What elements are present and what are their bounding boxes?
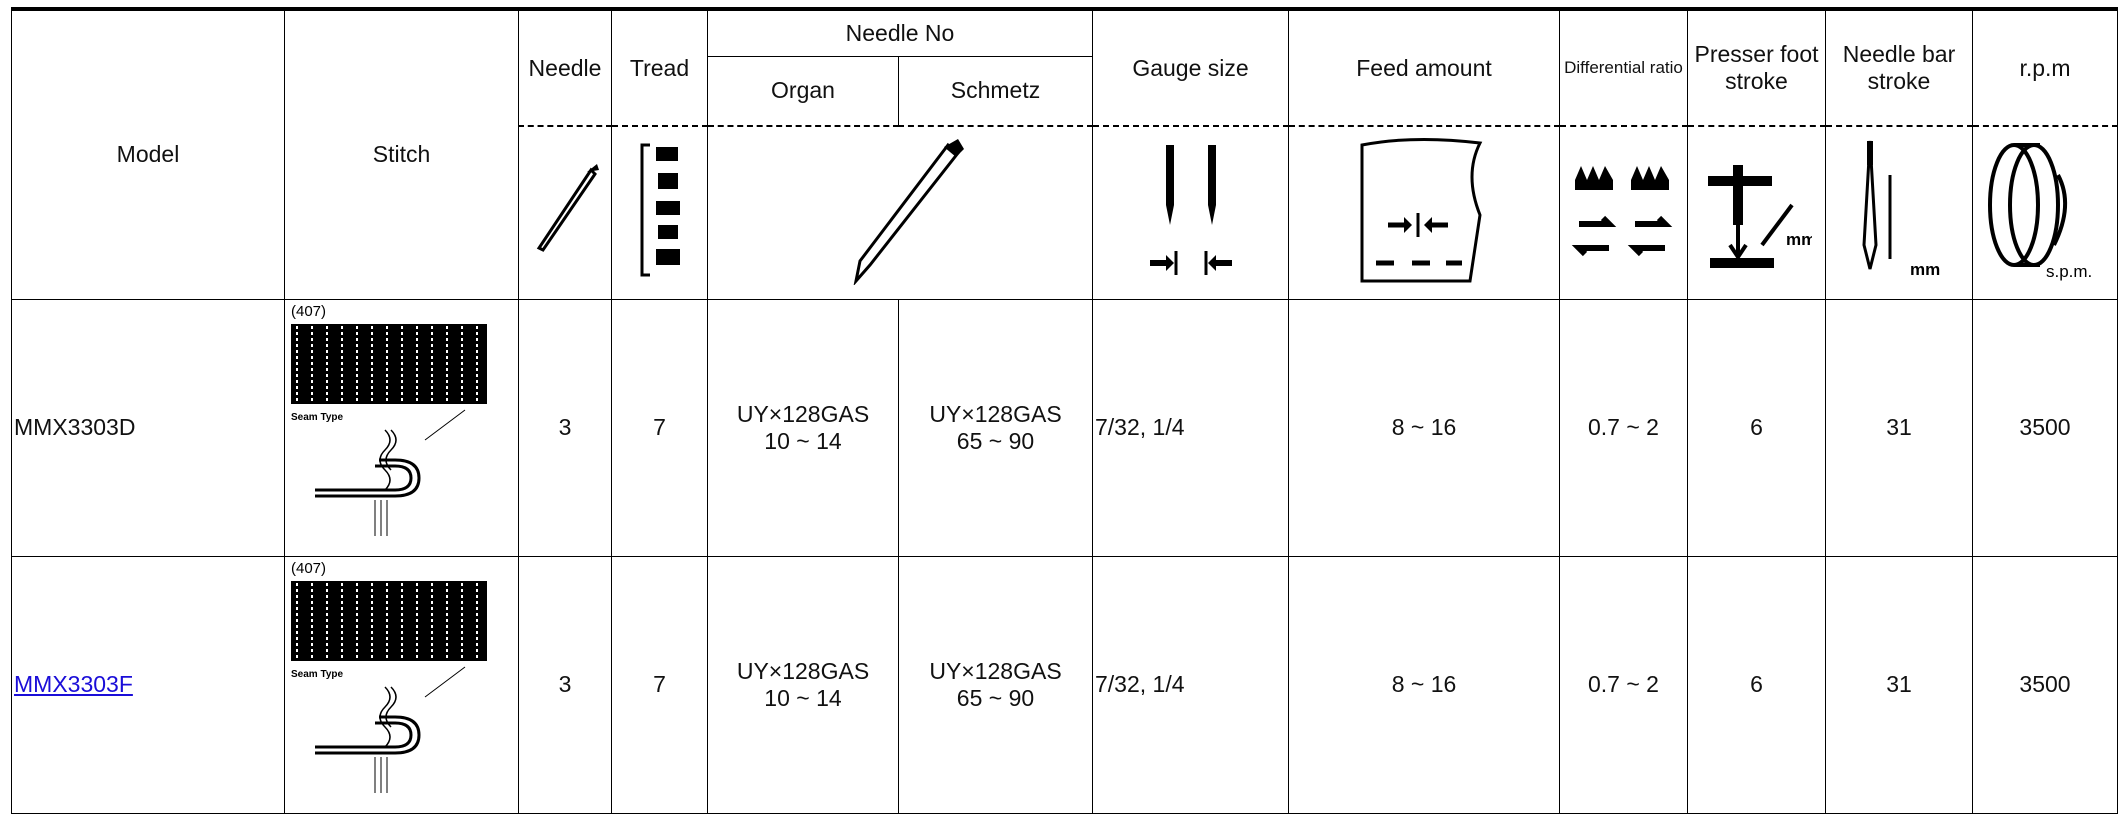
spec-table: Model Stitch Needle Tread Needle No Gaug… bbox=[11, 7, 2118, 814]
icon-rpm: s.p.m. bbox=[1972, 125, 2118, 300]
stitch-cell: (407) Seam Type bbox=[284, 298, 519, 557]
model-cell: MMX3303F bbox=[11, 555, 285, 814]
organ-cell: UY×128GAS 10 ~ 14 bbox=[707, 298, 899, 557]
tread-cell: 7 bbox=[611, 555, 708, 814]
differential-cell: 0.7 ~ 2 bbox=[1559, 298, 1688, 557]
needle-cell: 3 bbox=[518, 555, 612, 814]
header-rpm: r.p.m bbox=[1972, 8, 2118, 127]
gauge-cell: 7/32, 1/4 bbox=[1092, 298, 1289, 557]
organ-size: 10 ~ 14 bbox=[764, 427, 842, 454]
schmetz-size: 65 ~ 90 bbox=[956, 684, 1035, 711]
tread-cell: 7 bbox=[611, 298, 708, 557]
presser-cell: 6 bbox=[1687, 555, 1826, 814]
table-row: MMX3303D (407) Seam Type 3 7 UY×128GAS 10 ~ 14… bbox=[11, 298, 2118, 557]
presser-cell: 6 bbox=[1687, 298, 1826, 557]
header-needle-bar: Needle bar stroke bbox=[1825, 8, 1973, 127]
icon-needle-bar: mm bbox=[1825, 125, 1973, 300]
gauge-cell: 7/32, 1/4 bbox=[1092, 555, 1289, 814]
rpm-icon: s.p.m. bbox=[1988, 142, 2092, 281]
needle-icon bbox=[536, 163, 599, 252]
needle-bar-cell: 31 bbox=[1825, 555, 1973, 814]
header-stitch: Stitch bbox=[284, 8, 519, 300]
icon-needle-no bbox=[707, 125, 1093, 300]
header-needle: Needle bbox=[518, 8, 612, 127]
differential-cell: 0.7 ~ 2 bbox=[1559, 555, 1688, 814]
feed-cell: 8 ~ 16 bbox=[1288, 555, 1560, 814]
icon-differential bbox=[1559, 125, 1688, 300]
seam-label: Seam Type bbox=[291, 669, 343, 680]
header-presser: Presser foot stroke bbox=[1687, 8, 1826, 127]
header-model: Model bbox=[11, 8, 285, 300]
icon-gauge bbox=[1092, 125, 1289, 300]
needle-bar-cell: 31 bbox=[1825, 298, 1973, 557]
icon-presser: mm bbox=[1687, 125, 1826, 300]
schmetz-cell: UY×128GAS 65 ~ 90 bbox=[898, 555, 1093, 814]
feed-cell: 8 ~ 16 bbox=[1288, 298, 1560, 557]
header-feed: Feed amount bbox=[1288, 8, 1560, 127]
needle-bar-icon: mm bbox=[1862, 140, 1940, 279]
schmetz-needle: UY×128GAS bbox=[929, 657, 1062, 684]
rpm-cell: 3500 bbox=[1972, 298, 2118, 557]
stitch-code: (407) bbox=[291, 303, 326, 320]
header-organ: Organ bbox=[707, 55, 899, 127]
needle-no-icon bbox=[853, 138, 964, 286]
header-tread: Tread bbox=[611, 8, 708, 127]
schmetz-needle: UY×128GAS bbox=[929, 400, 1062, 427]
organ-cell: UY×128GAS 10 ~ 14 bbox=[707, 555, 899, 814]
differential-icon bbox=[1571, 165, 1672, 256]
icon-feed bbox=[1288, 125, 1560, 300]
tread-icon bbox=[640, 143, 680, 277]
organ-needle: UY×128GAS bbox=[736, 657, 870, 684]
stitch-image: (407) Seam Type bbox=[291, 303, 487, 536]
organ-needle: UY×128GAS bbox=[736, 400, 870, 427]
organ-size: 10 ~ 14 bbox=[764, 684, 842, 711]
stitch-image: (407) Seam Type bbox=[291, 560, 487, 793]
stitch-code: (407) bbox=[291, 560, 326, 577]
header-gauge: Gauge size bbox=[1092, 8, 1289, 127]
icon-needle bbox=[518, 125, 612, 300]
rpm-cell: 3500 bbox=[1972, 555, 2118, 814]
schmetz-size: 65 ~ 90 bbox=[956, 427, 1035, 454]
needle-bar-unit: mm bbox=[1910, 260, 1940, 279]
header-schmetz: Schmetz bbox=[898, 55, 1093, 127]
model-cell: MMX3303D bbox=[11, 298, 285, 557]
rpm-unit: s.p.m. bbox=[2046, 262, 2092, 281]
feed-icon bbox=[1360, 137, 1483, 283]
model-link[interactable]: MMX3303F bbox=[14, 671, 133, 697]
icon-tread bbox=[611, 125, 708, 300]
header-needle-no: Needle No bbox=[707, 8, 1093, 57]
needle-cell: 3 bbox=[518, 298, 612, 557]
stitch-cell: (407) Seam Type bbox=[284, 555, 519, 814]
seam-label: Seam Type bbox=[291, 412, 343, 423]
gauge-icon bbox=[1149, 144, 1232, 275]
header-differential: Differential ratio bbox=[1559, 8, 1688, 127]
presser-icon: mm bbox=[1707, 164, 1816, 268]
schmetz-cell: UY×128GAS 65 ~ 90 bbox=[898, 298, 1093, 557]
presser-unit: mm bbox=[1786, 230, 1812, 249]
table-row: MMX3303F (407) Seam Type 3 7 UY×128GAS 10 ~ 14… bbox=[11, 555, 2118, 814]
